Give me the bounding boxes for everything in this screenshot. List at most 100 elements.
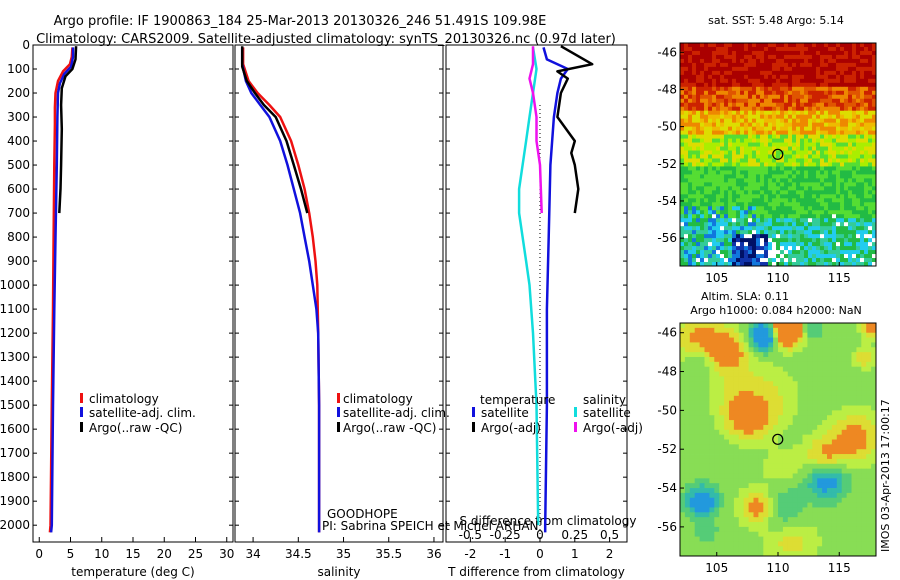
sst-cell bbox=[732, 54, 737, 60]
sla-cell bbox=[807, 517, 813, 523]
sla-cell bbox=[753, 463, 759, 470]
sla-cell bbox=[812, 400, 818, 406]
sst-cell bbox=[744, 174, 749, 179]
sst-cell bbox=[716, 214, 721, 219]
sst-cell bbox=[776, 242, 781, 247]
sst-cell bbox=[724, 78, 729, 84]
sst-cell bbox=[844, 238, 849, 243]
sst-cell bbox=[832, 226, 837, 231]
sst-cell bbox=[852, 138, 857, 143]
sst-cell bbox=[788, 262, 793, 266]
sla-cell bbox=[827, 327, 833, 334]
sla-cell bbox=[822, 337, 828, 343]
sst-cell bbox=[732, 242, 737, 247]
sst-cell bbox=[820, 254, 825, 259]
sla-cell bbox=[694, 488, 700, 494]
sst-cell bbox=[720, 238, 725, 243]
sst-cell bbox=[752, 198, 757, 203]
sst-cell bbox=[760, 110, 765, 116]
sst-cell bbox=[844, 194, 849, 199]
map-x-tick-label: 115 bbox=[828, 271, 851, 285]
sst-cell bbox=[772, 46, 777, 52]
sla-cell bbox=[738, 386, 745, 392]
sla-cell bbox=[846, 332, 852, 338]
sst-cell bbox=[684, 62, 689, 68]
sla-cell bbox=[846, 483, 852, 489]
sla-cell bbox=[822, 541, 828, 547]
sst-cell bbox=[752, 58, 757, 64]
sla-cell bbox=[680, 444, 686, 450]
sla-cell bbox=[856, 332, 862, 338]
sst-cell bbox=[780, 178, 785, 183]
sst-cell bbox=[692, 178, 697, 183]
sst-cell bbox=[760, 70, 765, 76]
sst-cell bbox=[804, 142, 809, 147]
sst-cell bbox=[784, 98, 789, 104]
sla-cell bbox=[699, 410, 705, 416]
sst-cell bbox=[812, 186, 817, 191]
sst-cell bbox=[768, 162, 773, 167]
sst-cell bbox=[816, 70, 821, 76]
sla-cell bbox=[733, 395, 740, 402]
sst-cell bbox=[832, 118, 837, 124]
sst-cell bbox=[692, 234, 697, 239]
sla-cell bbox=[729, 366, 735, 372]
sst-cell bbox=[792, 246, 797, 251]
sst-cell bbox=[824, 98, 829, 104]
sst-cell bbox=[788, 46, 793, 52]
sst-cell bbox=[800, 86, 805, 92]
sst-cell bbox=[864, 230, 869, 235]
sst-cell bbox=[848, 222, 853, 227]
sst-cell bbox=[704, 122, 709, 128]
sla-cell bbox=[733, 400, 740, 406]
sla-cell bbox=[782, 405, 789, 411]
sla-cell bbox=[827, 488, 833, 494]
sst-cell bbox=[756, 110, 761, 116]
sla-cell bbox=[733, 483, 740, 489]
sst-cell bbox=[720, 230, 725, 235]
sst-cell bbox=[684, 230, 689, 235]
sla-cell bbox=[802, 405, 808, 411]
sla-cell bbox=[743, 342, 749, 348]
sla-cell bbox=[782, 371, 789, 377]
sst-cell bbox=[744, 118, 749, 124]
sst-cell bbox=[700, 198, 705, 203]
sst-cell bbox=[872, 162, 876, 167]
sst-cell bbox=[860, 102, 865, 108]
sst-cell bbox=[692, 82, 697, 88]
sst-cell bbox=[704, 78, 709, 84]
sst-cell bbox=[832, 130, 837, 135]
sst-cell bbox=[784, 66, 789, 72]
sla-cell bbox=[758, 415, 764, 421]
y-tick-label: 100 bbox=[7, 62, 30, 76]
sst-cell bbox=[776, 118, 781, 124]
sst-cell bbox=[800, 150, 805, 155]
sla-cell bbox=[866, 400, 872, 406]
sst-cell bbox=[844, 174, 849, 179]
sst-cell bbox=[800, 222, 805, 227]
sst-cell bbox=[704, 46, 709, 52]
sst-cell bbox=[748, 90, 753, 96]
sst-cell bbox=[680, 214, 685, 219]
sst-cell bbox=[748, 62, 753, 68]
sla-cell bbox=[738, 400, 745, 406]
sla-cell bbox=[773, 439, 779, 445]
sst-cell bbox=[756, 190, 761, 195]
sst-cell bbox=[768, 238, 773, 243]
sst-cell bbox=[808, 226, 813, 231]
sst-cell bbox=[684, 166, 689, 171]
sst-cell bbox=[792, 214, 797, 219]
sla-cell bbox=[787, 361, 794, 368]
sla-cell bbox=[822, 381, 828, 387]
sst-cell bbox=[828, 230, 833, 235]
sst-cell bbox=[844, 262, 849, 266]
sla-cell bbox=[792, 390, 798, 397]
sst-cell bbox=[776, 214, 781, 219]
sst-cell bbox=[712, 158, 717, 163]
sst-cell bbox=[868, 162, 873, 167]
sla-cell bbox=[758, 376, 764, 382]
sla-cell bbox=[694, 337, 700, 343]
sst-cell bbox=[868, 138, 873, 143]
sst-cell bbox=[688, 238, 693, 243]
sla-cell bbox=[817, 488, 823, 494]
